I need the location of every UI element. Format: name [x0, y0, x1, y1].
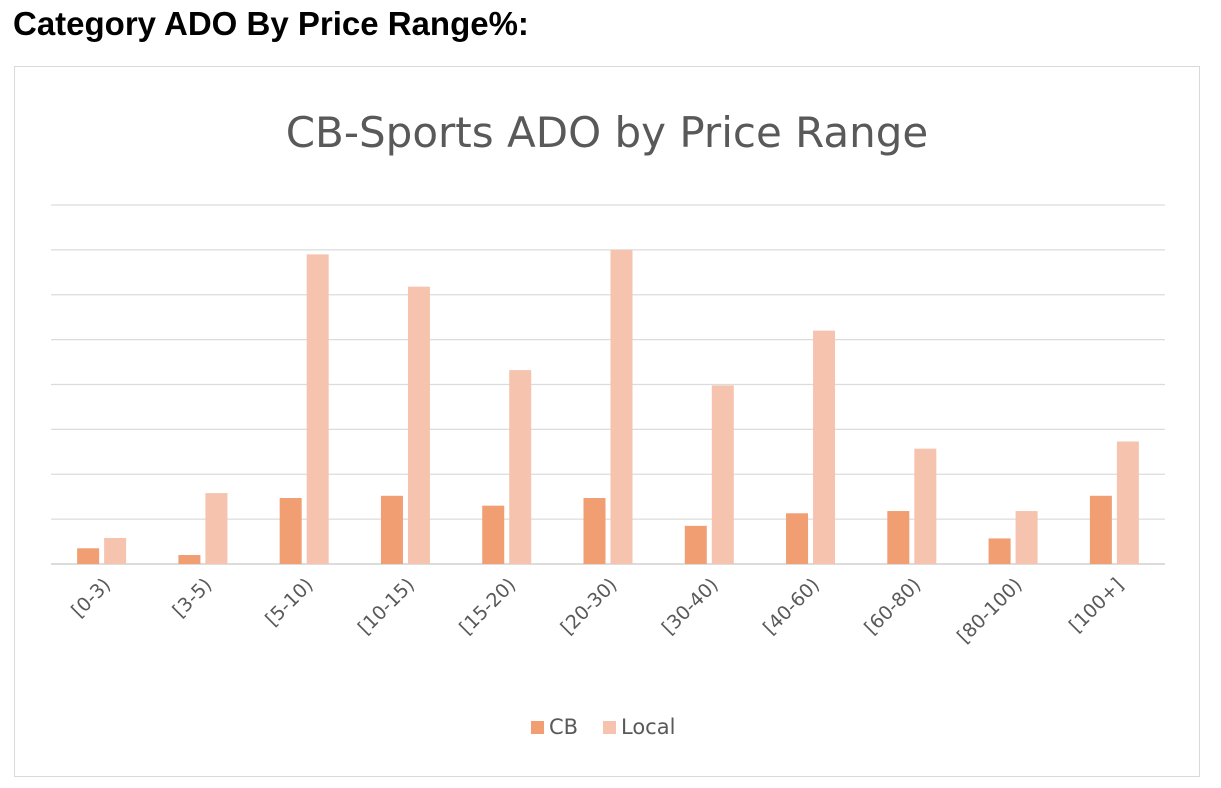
bars [77, 249, 1139, 565]
page-heading: Category ADO By Price Range%: [13, 5, 529, 42]
bar-local-3 [407, 286, 430, 564]
x-tick-label: [0-3) [67, 574, 115, 622]
legend-swatch-local [603, 721, 616, 734]
bar-local-10 [1116, 441, 1139, 564]
bar-local-8 [914, 448, 937, 564]
gridlines [51, 204, 1165, 565]
x-tick-label: [60-80) [860, 574, 925, 639]
x-tick-label: [20-30) [556, 574, 621, 639]
bar-cb-4 [482, 505, 505, 564]
x-tick-label: [3-5) [168, 574, 216, 622]
bar-local-1 [205, 493, 228, 564]
x-tick-label: [80-100) [953, 574, 1027, 648]
bar-cb-9 [988, 538, 1011, 564]
bar-local-9 [1015, 511, 1038, 564]
x-tick-label: [15-20) [455, 574, 520, 639]
x-tick-label: [30-40) [658, 574, 723, 639]
bar-cb-5 [583, 498, 606, 564]
bar-local-6 [711, 385, 734, 564]
x-tick-label: [10-15) [354, 574, 419, 639]
bar-cb-8 [887, 511, 910, 564]
bar-cb-3 [380, 495, 403, 564]
bar-local-5 [610, 249, 633, 564]
bar-cb-1 [178, 555, 201, 564]
x-tick-label: [5-10) [261, 574, 318, 631]
bar-local-4 [509, 370, 532, 564]
legend-label-local: Local [621, 715, 675, 739]
x-axis-tick-labels: [0-3) [3-5) [5-10) [10-15) [15-20) [20-30) [30… [67, 574, 1128, 648]
bar-local-7 [813, 330, 836, 564]
bar-cb-10 [1089, 495, 1112, 564]
bar-cb-0 [77, 548, 100, 564]
bar-cb-2 [279, 498, 302, 564]
chart-title: CB-Sports ADO by Price Range [286, 108, 929, 157]
bar-chart: CB-Sports ADO by Price Range [0-3) [3-5)[… [51, 108, 1165, 739]
legend: CB Local [531, 715, 675, 739]
bar-cb-7 [786, 513, 809, 564]
bar-cb-6 [684, 525, 707, 564]
legend-swatch-cb [531, 721, 544, 734]
bar-local-2 [306, 254, 329, 565]
x-tick-label: [40-60) [759, 574, 824, 639]
bar-local-0 [104, 537, 127, 564]
chart-container: CB-Sports ADO by Price Range [0-3) [3-5)[… [14, 66, 1200, 777]
x-tick-label: [100+] [1065, 574, 1128, 637]
legend-label-cb: CB [549, 715, 578, 739]
